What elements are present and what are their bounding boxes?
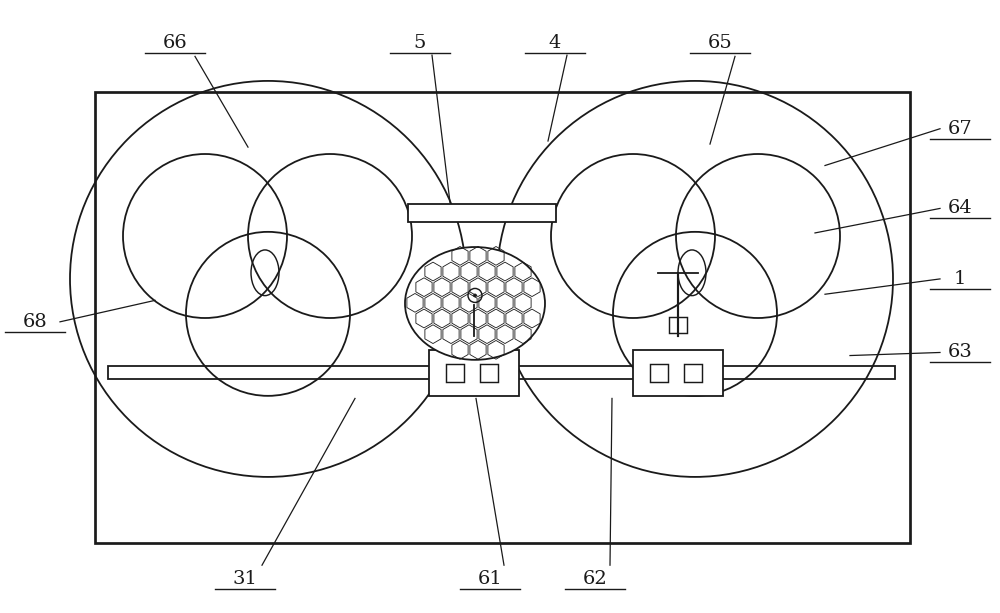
Text: 61: 61 <box>478 570 502 588</box>
Text: 5: 5 <box>414 34 426 52</box>
Text: 67: 67 <box>948 120 972 138</box>
Bar <box>669 318 687 332</box>
Bar <box>446 364 464 382</box>
Text: 4: 4 <box>549 34 561 52</box>
Bar <box>684 364 702 382</box>
Text: 65: 65 <box>708 34 732 52</box>
Ellipse shape <box>474 294 477 297</box>
Bar <box>480 364 498 382</box>
Ellipse shape <box>405 247 545 360</box>
Bar <box>650 364 668 382</box>
Text: 68: 68 <box>23 313 47 331</box>
Bar <box>108 366 895 379</box>
Bar <box>95 92 910 543</box>
Text: 1: 1 <box>954 270 966 288</box>
Bar <box>429 349 519 396</box>
Bar <box>633 349 723 396</box>
Text: 62: 62 <box>583 570 607 588</box>
Text: 63: 63 <box>948 343 972 362</box>
Text: 66: 66 <box>163 34 187 52</box>
Bar <box>408 204 556 222</box>
Text: 64: 64 <box>948 199 972 218</box>
Text: 31: 31 <box>233 570 257 588</box>
